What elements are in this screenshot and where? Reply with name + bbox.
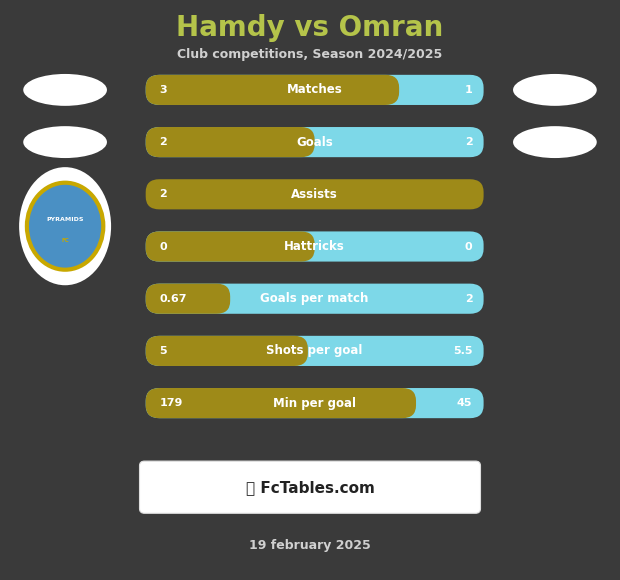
- Text: 2: 2: [465, 137, 472, 147]
- FancyBboxPatch shape: [146, 127, 484, 157]
- Text: 2: 2: [465, 293, 472, 304]
- FancyBboxPatch shape: [146, 231, 315, 262]
- FancyBboxPatch shape: [146, 284, 484, 314]
- FancyBboxPatch shape: [146, 127, 315, 157]
- Text: 0.67: 0.67: [159, 293, 187, 304]
- FancyBboxPatch shape: [146, 336, 484, 366]
- FancyBboxPatch shape: [146, 284, 230, 314]
- Text: 3: 3: [159, 85, 167, 95]
- Text: 📊 FcTables.com: 📊 FcTables.com: [246, 480, 374, 495]
- Ellipse shape: [23, 74, 107, 106]
- Text: 19 february 2025: 19 february 2025: [249, 539, 371, 552]
- Text: FC: FC: [61, 238, 69, 243]
- Text: 0: 0: [465, 241, 472, 252]
- FancyBboxPatch shape: [146, 179, 484, 209]
- FancyBboxPatch shape: [146, 388, 484, 418]
- Text: 5.5: 5.5: [453, 346, 472, 356]
- Text: 179: 179: [159, 398, 183, 408]
- Ellipse shape: [513, 74, 596, 106]
- Text: 1: 1: [465, 85, 472, 95]
- Ellipse shape: [513, 126, 596, 158]
- Text: Min per goal: Min per goal: [273, 397, 356, 409]
- Text: Shots per goal: Shots per goal: [267, 345, 363, 357]
- Text: 0: 0: [159, 241, 167, 252]
- FancyBboxPatch shape: [146, 75, 484, 105]
- Text: Hattricks: Hattricks: [285, 240, 345, 253]
- FancyBboxPatch shape: [146, 336, 308, 366]
- Text: 45: 45: [457, 398, 472, 408]
- FancyBboxPatch shape: [146, 75, 399, 105]
- Ellipse shape: [23, 126, 107, 158]
- Text: 2: 2: [159, 189, 167, 200]
- Text: Assists: Assists: [291, 188, 338, 201]
- Text: Club competitions, Season 2024/2025: Club competitions, Season 2024/2025: [177, 48, 443, 61]
- FancyBboxPatch shape: [146, 231, 484, 262]
- FancyBboxPatch shape: [146, 388, 416, 418]
- FancyBboxPatch shape: [140, 461, 480, 513]
- Text: Goals per match: Goals per match: [260, 292, 369, 305]
- Text: Goals: Goals: [296, 136, 333, 148]
- Text: 2: 2: [159, 137, 167, 147]
- Ellipse shape: [20, 168, 110, 284]
- Text: Hamdy vs Omran: Hamdy vs Omran: [176, 14, 444, 42]
- Text: Matches: Matches: [287, 84, 342, 96]
- Ellipse shape: [27, 183, 104, 270]
- Text: PYRAMIDS: PYRAMIDS: [46, 217, 84, 222]
- Text: 5: 5: [159, 346, 167, 356]
